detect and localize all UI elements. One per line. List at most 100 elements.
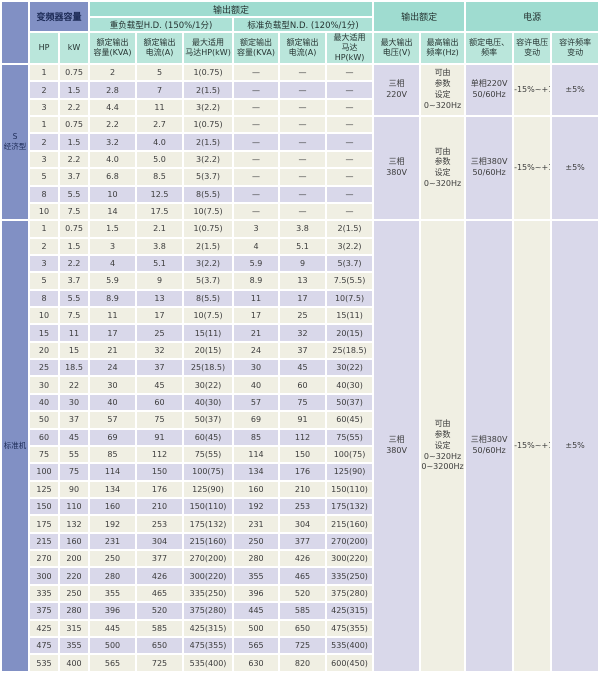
cell-nd-rated-current: 210	[280, 481, 326, 497]
cell-hp: 175	[30, 516, 58, 532]
cell-hd-max-motor: 5(3.7)	[184, 169, 233, 185]
cell-output-voltage: 三相 380V	[374, 221, 420, 671]
cell-voltage-variation-value: -15%~+10%	[514, 65, 551, 116]
cell-nd-rated-current: —	[280, 117, 326, 133]
cell-nd-rated-kva: 280	[234, 551, 279, 567]
cell-nd-rated-kva: —	[234, 151, 279, 168]
cell-hd-rated-current: 210	[137, 498, 183, 515]
cell-hd-rated-current: 150	[137, 464, 183, 480]
cell-nd-rated-kva: 134	[234, 464, 279, 480]
cell-hd-max-motor: 30(22)	[184, 377, 233, 393]
table-row: 50 37 57 75 50(37) 69 91 60(45)	[2, 412, 598, 428]
cell-hd-max-motor: 2(1.5)	[184, 238, 233, 254]
cell-nd-max-motor: 535(400)	[327, 637, 373, 654]
cell-kw: 3.7	[60, 169, 89, 185]
cell-nd-max-motor: —	[327, 169, 373, 185]
cell-nd-max-motor: 215(160)	[327, 516, 373, 532]
cell-kw: 0.75	[60, 117, 89, 133]
cell-voltage-variation-value: -15%~+10%	[514, 221, 551, 671]
cell-kw: 2.2	[60, 255, 89, 272]
cell-nd-rated-kva: 396	[234, 585, 279, 602]
cell-nd-max-motor: —	[327, 117, 373, 133]
cell-hp: 3	[30, 255, 58, 272]
cell-nd-rated-current: 45	[280, 360, 326, 376]
cell-hd-rated-kva: 8.9	[90, 290, 136, 307]
header-col-hd-current: 额定输出 电流(A)	[137, 33, 183, 63]
cell-nd-rated-current: —	[280, 134, 326, 150]
cell-nd-max-motor: 25(18.5)	[327, 342, 373, 359]
cell-hd-rated-kva: 231	[90, 533, 136, 550]
header-row-3: HP kW 额定输出 容量(KVA) 额定输出 电流(A) 最大适用 马达HP(…	[2, 33, 599, 63]
cell-kw: 5.5	[60, 290, 89, 307]
cell-nd-rated-current: 520	[280, 585, 326, 602]
cell-kw: 18.5	[60, 360, 89, 376]
header-col-kw: kW	[60, 33, 89, 63]
cell-nd-max-motor: 40(30)	[327, 377, 373, 393]
cell-hd-rated-kva: 14	[90, 203, 136, 220]
cell-hd-rated-kva: 11	[90, 308, 136, 324]
cell-hd-rated-kva: 40	[90, 394, 136, 411]
cell-hd-max-motor: 375(280)	[184, 603, 233, 619]
cell-nd-max-motor: 600(450)	[327, 655, 373, 671]
cell-nd-max-motor: 2(1.5)	[327, 221, 373, 237]
table-row: 175 132 192 253 175(132) 231 304 215(160)	[2, 516, 598, 532]
cell-hd-rated-current: 12.5	[137, 186, 183, 202]
cell-nd-rated-current: 32	[280, 325, 326, 341]
table-row: 300 220 280 426 300(220) 355 465 335(250)	[2, 568, 598, 584]
cell-hd-max-motor: 50(37)	[184, 412, 233, 428]
cell-kw: 132	[60, 516, 89, 532]
cell-hp: 535	[30, 655, 58, 671]
cell-kw: 55	[60, 446, 89, 463]
cell-hd-rated-current: 304	[137, 533, 183, 550]
cell-hd-rated-kva: 2.2	[90, 117, 136, 133]
cell-hp: 150	[30, 498, 58, 515]
cell-output-voltage: 三相 380V	[374, 117, 420, 220]
cell-hd-rated-kva: 355	[90, 585, 136, 602]
cell-hp: 2	[30, 238, 58, 254]
header-col-nd-motor: 最大适用 马达HP(kW)	[327, 33, 373, 63]
cell-hp: 2	[30, 134, 58, 150]
cell-nd-rated-current: 176	[280, 464, 326, 480]
cell-nd-rated-current: 37	[280, 342, 326, 359]
cell-hp: 125	[30, 481, 58, 497]
cell-nd-max-motor: —	[327, 203, 373, 220]
header-col-hd-kva: 额定输出 容量(KVA)	[90, 33, 136, 63]
table-row: 8 5.5 8.9 13 8(5.5) 11 17 10(7.5)	[2, 290, 598, 307]
cell-nd-rated-current: 75	[280, 394, 326, 411]
cell-nd-max-motor: —	[327, 134, 373, 150]
cell-nd-max-motor: 7.5(5.5)	[327, 273, 373, 289]
cell-nd-rated-kva: 21	[234, 325, 279, 341]
table-row: 2 1.5 2.8 7 2(1.5) — — —	[2, 82, 598, 98]
cell-nd-rated-current: 253	[280, 498, 326, 515]
cell-kw: 45	[60, 429, 89, 445]
cell-hd-max-motor: 3(2.2)	[184, 99, 233, 116]
cell-hd-max-motor: 425(315)	[184, 620, 233, 636]
cell-nd-rated-kva: —	[234, 65, 279, 81]
cell-hd-rated-kva: 565	[90, 655, 136, 671]
table-row: 425 315 445 585 425(315) 500 650 475(355)	[2, 620, 598, 636]
cell-hp: 30	[30, 377, 58, 393]
cell-hp: 15	[30, 325, 58, 341]
cell-hd-max-motor: 300(220)	[184, 568, 233, 584]
table-row: 475 355 500 650 475(355) 565 725 535(400)	[2, 637, 598, 654]
cell-hp: 2	[30, 82, 58, 98]
corner-cell	[2, 2, 28, 63]
cell-hd-rated-kva: 445	[90, 620, 136, 636]
table-row: 100 75 114 150 100(75) 134 176 125(90)	[2, 464, 598, 480]
cell-nd-max-motor: 60(45)	[327, 412, 373, 428]
cell-nd-rated-current: —	[280, 99, 326, 116]
cell-hd-max-motor: 335(250)	[184, 585, 233, 602]
cell-hd-rated-current: 45	[137, 377, 183, 393]
table-row: 3 2.2 4 5.1 3(2.2) 5.9 9 5(3.7)	[2, 255, 598, 272]
cell-nd-rated-kva: 565	[234, 637, 279, 654]
table-header: 变频器容量 输出额定 输出额定 电源 重负载型H.D. (150%/1分) 标准…	[2, 2, 599, 63]
cell-hd-rated-kva: 85	[90, 446, 136, 463]
cell-nd-rated-kva: —	[234, 117, 279, 133]
table-row: 335 250 355 465 335(250) 396 520 375(280)	[2, 585, 598, 602]
cell-hd-rated-current: 91	[137, 429, 183, 445]
cell-nd-max-motor: 300(220)	[327, 551, 373, 567]
cell-kw: 0.75	[60, 65, 89, 81]
cell-output-freq-setting: 可由 参数 设定 0~320Hz	[421, 65, 465, 116]
cell-kw: 220	[60, 568, 89, 584]
cell-kw: 315	[60, 620, 89, 636]
